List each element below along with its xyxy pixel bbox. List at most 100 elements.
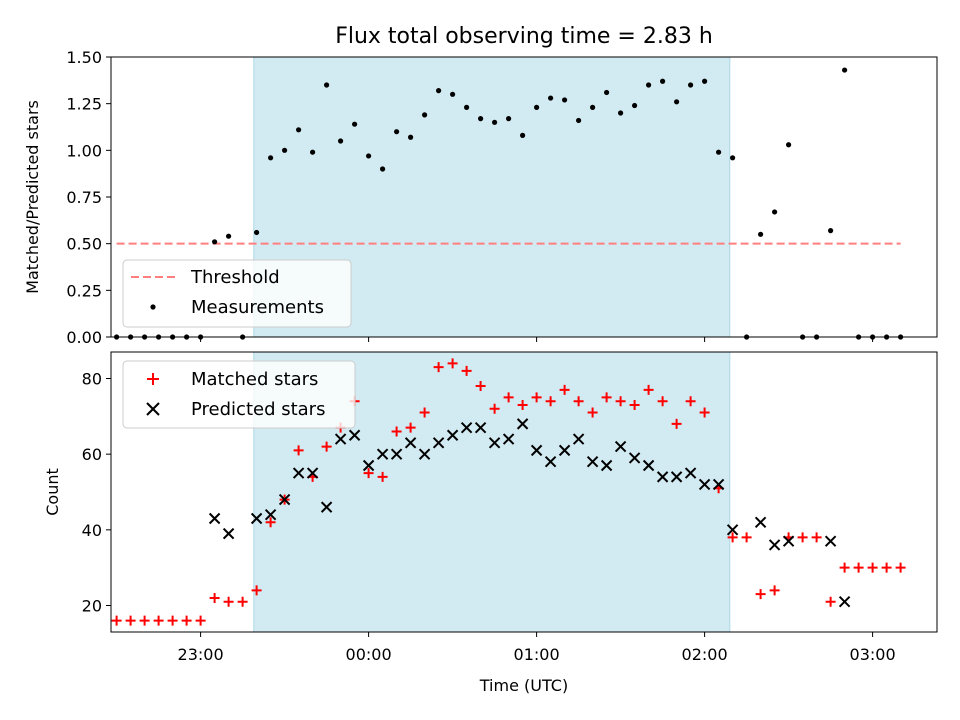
matched-star-point	[881, 562, 892, 573]
bottom-y-tick-label: 80	[82, 369, 102, 388]
matched-star-point	[797, 532, 808, 543]
top-x-ticks	[200, 337, 874, 342]
predicted-star-point	[684, 467, 697, 479]
matched-star-point	[391, 426, 402, 437]
top-legend-box	[122, 259, 352, 328]
matched-star-point	[377, 471, 388, 482]
matched-star-point	[503, 392, 514, 403]
matched-star-point	[867, 562, 878, 573]
measurement-point	[758, 231, 764, 237]
predicted-star-point	[544, 456, 557, 468]
bottom-x-ticks: 23:00 00:00 01:00 02:00 03:00	[178, 632, 896, 664]
matched-star-point	[699, 407, 710, 418]
bottom-y-tick-label: 20	[82, 597, 102, 616]
matched-star-point	[741, 532, 752, 543]
matched-star-point	[223, 596, 234, 607]
measurement-point	[212, 239, 218, 245]
matched-star-point	[587, 407, 598, 418]
matched-star-point	[839, 562, 850, 573]
bottom-y-axis-label: Count	[43, 468, 62, 516]
bottom-y-tick-label: 60	[82, 445, 102, 464]
matched-star-point	[363, 468, 374, 479]
legend-predicted-swatch	[146, 402, 160, 416]
top-y-tick-label: 1.00	[66, 141, 102, 160]
predicted-star-point	[838, 596, 851, 608]
top-y-axis-label: Matched/Predicted stars	[23, 100, 42, 294]
legend-predicted-label: Predicted stars	[191, 399, 325, 420]
predicted-star-point	[334, 433, 347, 445]
measurement-point	[674, 99, 680, 105]
measurement-point	[408, 134, 414, 140]
top-y-tick-label: 0.50	[66, 235, 102, 254]
measurement-point	[772, 209, 778, 215]
measurement-point	[618, 110, 624, 116]
matched-star-point	[671, 418, 682, 429]
matched-star-point	[153, 615, 164, 626]
matched-star-point	[139, 615, 150, 626]
matched-star-point	[531, 392, 542, 403]
matched-star-point	[237, 596, 248, 607]
matched-star-point	[573, 396, 584, 407]
measurement-point	[660, 78, 666, 84]
legend-threshold-label: Threshold	[190, 267, 280, 288]
bottom-panel: 20 40 60 80 23:00 00:00 01:00 02:00 03:00 Match…	[82, 351, 938, 664]
matched-star-point	[111, 615, 122, 626]
measurement-point	[562, 97, 568, 103]
matched-star-point	[853, 562, 864, 573]
measurement-point	[590, 104, 596, 110]
measurement-point	[842, 67, 848, 73]
matched-star-point	[209, 592, 220, 603]
predicted-star-point	[250, 512, 263, 525]
measurement-point	[688, 82, 694, 88]
x-tick-label: 01:00	[514, 645, 560, 664]
matched-star-point	[825, 596, 836, 607]
top-panel: 0.00 0.25 0.50 0.75 1.00 1.25 1.50 Threshold M…	[66, 48, 938, 347]
predicted-star-point	[712, 478, 725, 491]
measurement-point	[716, 149, 722, 155]
matched-star-point	[685, 396, 696, 407]
legend-matched-swatch	[147, 373, 159, 385]
x-tick-label: 02:00	[682, 645, 728, 664]
predicted-star-point	[530, 444, 543, 457]
matched-star-point	[251, 585, 262, 596]
top-legend: Threshold Measurements	[122, 259, 352, 328]
matched-star-point	[293, 445, 304, 456]
predicted-star-point	[656, 471, 669, 483]
measurement-point	[478, 116, 484, 122]
predicted-star-point	[586, 456, 599, 468]
predicted-star-point	[222, 527, 235, 540]
predicted-star-point	[264, 508, 277, 521]
legend-measurements-swatch	[150, 304, 156, 310]
measurement-point	[338, 138, 344, 144]
predicted-star-point	[320, 501, 333, 513]
top-y-tick-label: 0.00	[66, 328, 102, 347]
matched-star-point	[195, 615, 206, 626]
legend-measurements-label: Measurements	[191, 297, 324, 318]
matched-star-point	[461, 365, 472, 376]
measurement-point	[296, 127, 302, 133]
matched-star-point	[167, 615, 178, 626]
predicted-star-point	[502, 433, 515, 445]
measurement-point	[576, 117, 582, 124]
predicted-star-point	[488, 437, 501, 449]
measurement-point	[520, 132, 526, 138]
matched-star-point	[615, 396, 626, 407]
matched-star-point	[405, 422, 416, 433]
top-y-tick-label: 0.75	[66, 188, 102, 207]
matched-star-point	[433, 362, 444, 373]
predicted-star-point	[572, 433, 585, 445]
matched-star-point	[447, 358, 458, 369]
measurement-point	[394, 129, 400, 135]
measurement-point	[450, 91, 456, 97]
predicted-star-point	[628, 452, 641, 464]
measurement-point	[702, 78, 708, 84]
measurement-point	[254, 229, 260, 236]
predicted-star-point	[474, 421, 487, 434]
measurement-point	[828, 228, 834, 234]
predicted-star-point	[670, 471, 683, 483]
measurement-point	[604, 89, 610, 96]
top-y-tick-label: 1.25	[66, 95, 102, 114]
chart-title: Flux total observing time = 2.83 h	[335, 24, 713, 49]
legend-matched-label: Matched stars	[191, 369, 318, 390]
